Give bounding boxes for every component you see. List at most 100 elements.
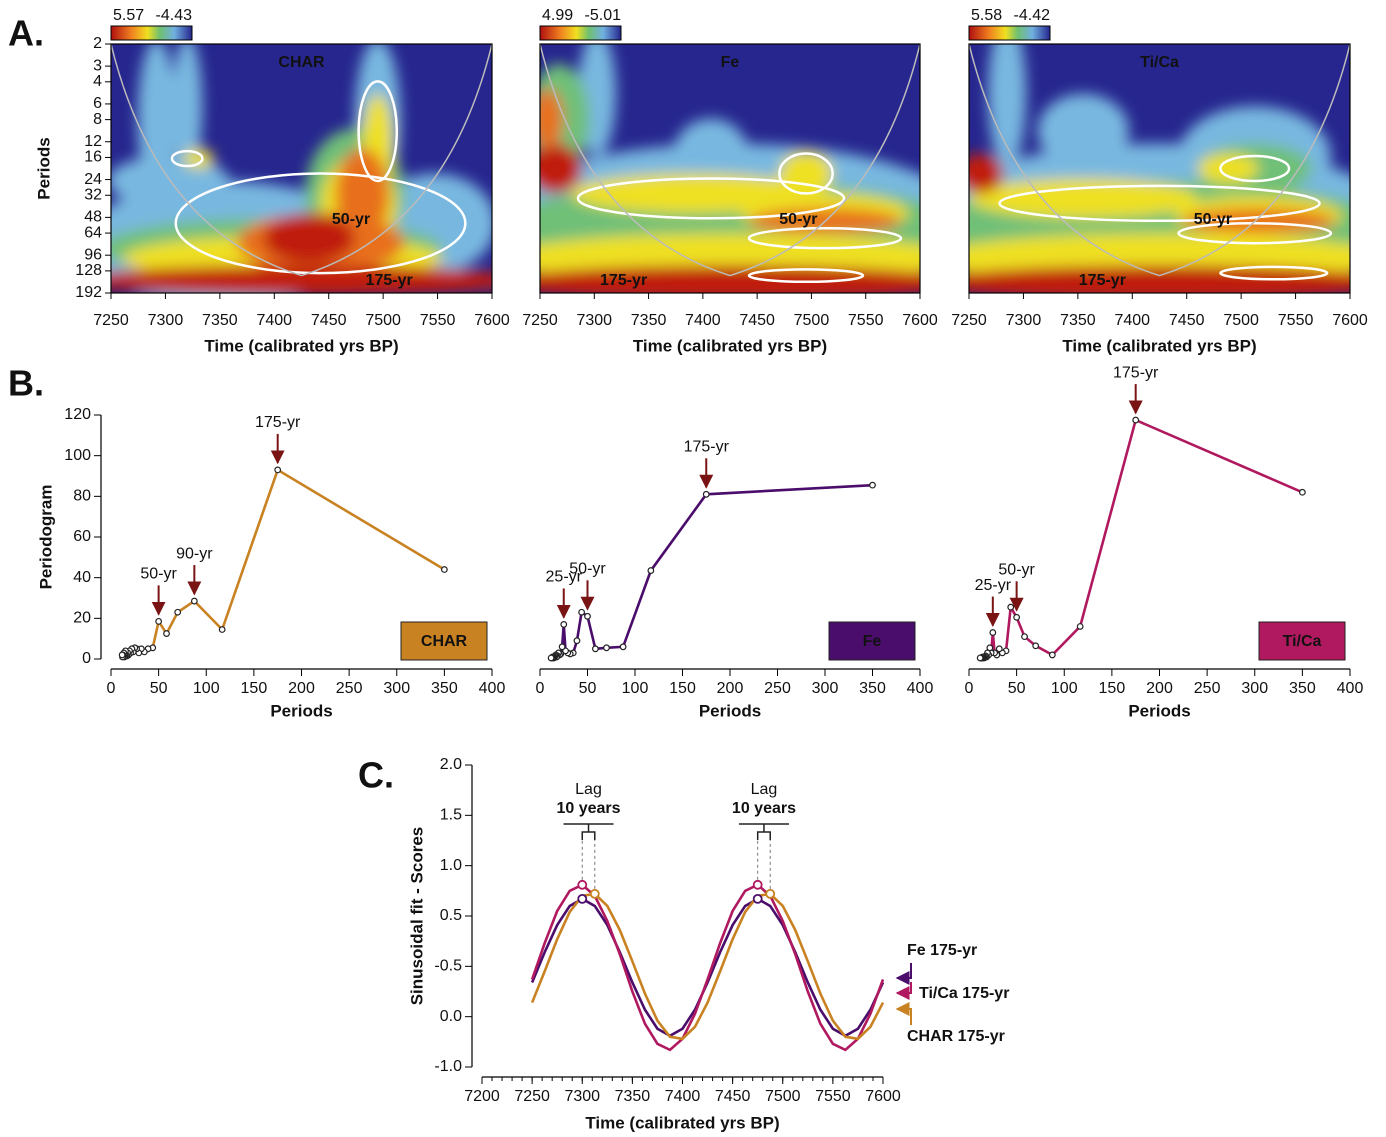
x-tick-label: 7550	[815, 1088, 851, 1105]
y-tick-label: 96	[84, 246, 102, 263]
data-point	[591, 645, 599, 653]
colorbar-label: 5.58	[971, 7, 1002, 24]
heatmap-blob	[540, 88, 563, 149]
annotation: 10 years	[556, 800, 620, 817]
peak-marker	[577, 893, 588, 904]
legend-label: Fe	[863, 633, 882, 650]
x-tick-label: 150	[1099, 680, 1126, 697]
data-point	[440, 566, 448, 573]
cone-of-influence	[111, 44, 492, 277]
x-tick-label: 7400	[665, 1088, 701, 1105]
x-tick-label: 7400	[256, 312, 292, 329]
x-tick-label: 150	[669, 680, 696, 697]
x-tick-label: 400	[907, 680, 934, 697]
x-tick-label: 7450	[311, 312, 347, 329]
significance-contour	[357, 80, 399, 183]
data-point	[1076, 623, 1084, 630]
x-tick-label: 100	[622, 680, 649, 697]
x-tick-label: 7250	[522, 312, 558, 329]
peak-marker	[752, 893, 763, 904]
annotation: 175-yr	[600, 272, 647, 289]
x-tick-label: 100	[1051, 680, 1078, 697]
significance-contour	[778, 152, 834, 195]
y-tick-label: 1.5	[440, 807, 462, 824]
annotation: 90-yr	[176, 545, 213, 562]
heatmap-blob	[171, 44, 203, 176]
x-tick-label: 7550	[848, 312, 884, 329]
x-tick-label: 7350	[615, 1088, 651, 1105]
significance-contour	[174, 172, 467, 275]
colorbar-label: -5.01	[585, 7, 622, 24]
x-tick-label: 7300	[1006, 312, 1042, 329]
annotation: 50-yr	[332, 211, 370, 228]
y-tick-label: 192	[75, 284, 102, 301]
annotation: 50-yr	[779, 211, 817, 228]
data-point	[702, 490, 710, 498]
y-axis-label: Periods	[34, 137, 53, 199]
data-point	[274, 466, 282, 474]
heatmap-blob	[988, 44, 1027, 169]
y-tick-label: -1.0	[434, 1058, 462, 1075]
x-tick-label: 7450	[715, 1088, 751, 1105]
y-tick-label: 64	[84, 224, 102, 241]
y-tick-label: 48	[84, 209, 102, 226]
y-tick-label: 2.0	[440, 756, 462, 773]
peak-marker	[752, 879, 763, 890]
y-tick-label: 0	[82, 650, 91, 667]
peak-marker	[589, 888, 600, 899]
y-tick-label: 80	[73, 488, 91, 505]
legend-label: Fe 175-yr	[907, 942, 977, 959]
y-tick-label: 6	[93, 95, 102, 112]
chart-title: CHAR	[278, 54, 325, 71]
legend-arrow	[895, 982, 912, 1000]
x-axis-label: Time (calibrated yrs BP)	[1062, 336, 1256, 355]
annotation: 175-yr	[1079, 272, 1126, 289]
significance-contour	[998, 184, 1321, 223]
y-tick-label: -0.5	[434, 958, 462, 975]
data-point	[603, 644, 610, 652]
x-tick-label: 7300	[148, 312, 184, 329]
significance-contour	[1177, 222, 1333, 245]
colorbar-label: -4.42	[1014, 7, 1051, 24]
x-tick-label: 200	[1146, 680, 1173, 697]
x-tick-label: 0	[107, 680, 116, 697]
x-axis-label: Time (calibrated yrs BP)	[585, 1113, 779, 1132]
y-tick-label: 128	[75, 262, 102, 279]
y-tick-label: 1.0	[440, 857, 462, 874]
y-tick-label: 12	[84, 133, 102, 150]
significance-contour	[1219, 265, 1329, 281]
data-point	[218, 626, 226, 633]
data-point	[1298, 488, 1306, 496]
y-tick-label: 100	[64, 447, 91, 464]
x-tick-label: 50	[579, 680, 597, 697]
data-point	[995, 645, 1003, 653]
x-tick-label: 350	[431, 680, 458, 697]
x-tick-label: 7500	[794, 312, 830, 329]
annotation: 50-yr	[1194, 211, 1232, 228]
x-tick-label: 7500	[1223, 312, 1259, 329]
colorbar-label: -4.43	[156, 7, 193, 24]
legend-arrow	[895, 1002, 912, 1025]
data-point	[578, 608, 586, 616]
data-point	[547, 654, 555, 662]
y-tick-label: 0.5	[440, 907, 462, 924]
data-point	[174, 608, 182, 616]
x-axis-label: Periods	[699, 701, 761, 720]
legend-arrow	[895, 963, 912, 985]
x-tick-label: 7600	[1332, 312, 1368, 329]
data-point	[1013, 613, 1021, 621]
x-tick-label: 7300	[576, 312, 612, 329]
x-tick-label: 250	[336, 680, 363, 697]
data-point	[647, 567, 655, 574]
peak-marker	[765, 888, 776, 899]
legend-box	[828, 621, 916, 661]
data-point	[573, 637, 581, 645]
x-tick-label: 7250	[93, 312, 129, 329]
annotation: 25-yr	[546, 569, 583, 586]
x-tick-label: 7600	[865, 1088, 901, 1105]
legend-label: Ti/Ca	[1283, 633, 1322, 650]
x-tick-label: 7550	[420, 312, 456, 329]
data-point	[118, 651, 126, 659]
x-tick-label: 300	[812, 680, 839, 697]
y-tick-label: 32	[84, 186, 102, 203]
